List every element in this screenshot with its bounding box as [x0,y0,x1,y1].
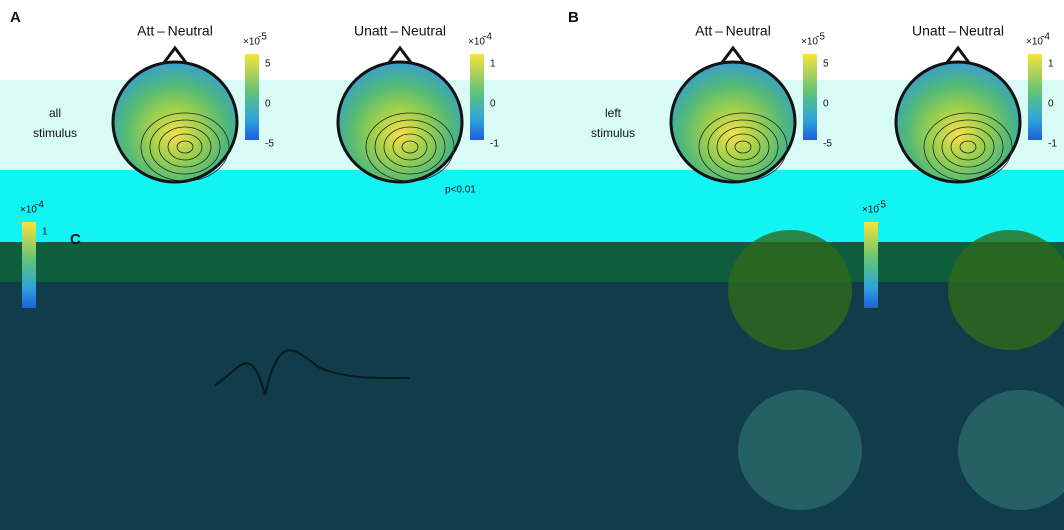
scale-exponent: -4 [35,200,44,211]
colorbar-tick-label: 5 [823,59,829,70]
head-decor [738,390,862,510]
page: { "panels": [ {"label": "A", "row_label"… [0,0,1064,530]
map-title: Unatt – Neutral [912,23,1004,39]
colorbar-tick-label: -5 [265,139,274,150]
colorbar-tick-label: 1 [1048,59,1054,70]
map-title: Att – Neutral [137,23,213,39]
colorbar-tick-label: 1 [42,227,48,238]
colorbar [803,54,817,140]
colorbar [22,222,36,308]
head-decor [728,230,852,350]
row-label: stimulus [591,126,635,140]
background-dark [0,245,1064,530]
scale-exponent: -5 [877,200,886,211]
colorbar-tick-label: -5 [823,139,832,150]
head-map [896,62,1020,182]
colorbar-tick-label: 0 [265,99,271,110]
annotation: p<0.01 [445,185,476,196]
head-map [338,62,462,182]
colorbar [470,54,484,140]
colorbar-tick-label: 0 [823,99,829,110]
scale-exponent: -4 [1041,32,1050,43]
map-title: Unatt – Neutral [354,23,446,39]
colorbar-tick-label: 1 [490,59,496,70]
scale-exponent: -5 [258,32,267,43]
panel-label: B [568,9,579,26]
colorbar-tick-label: 5 [265,59,271,70]
panel-label: A [10,9,21,26]
colorbar [864,222,878,308]
head-map [113,62,237,182]
map-title: Att – Neutral [695,23,771,39]
colorbar-tick-label: -1 [490,139,499,150]
row-label: all [49,106,61,120]
scale-exponent: -4 [483,32,492,43]
head-map [671,62,795,182]
colorbar-tick-label: 0 [490,99,496,110]
colorbar [245,54,259,140]
row-label: left [605,106,622,120]
colorbar-tick-label: -1 [1048,139,1057,150]
background-green [0,242,1064,282]
colorbar [1028,54,1042,140]
figure: AallstimulusAtt – Neutral×10-550-5Unatt … [0,0,1064,530]
panel-label: C [70,231,81,248]
colorbar-tick-label: 0 [1048,99,1054,110]
scale-exponent: -5 [816,32,825,43]
row-label: stimulus [33,126,77,140]
